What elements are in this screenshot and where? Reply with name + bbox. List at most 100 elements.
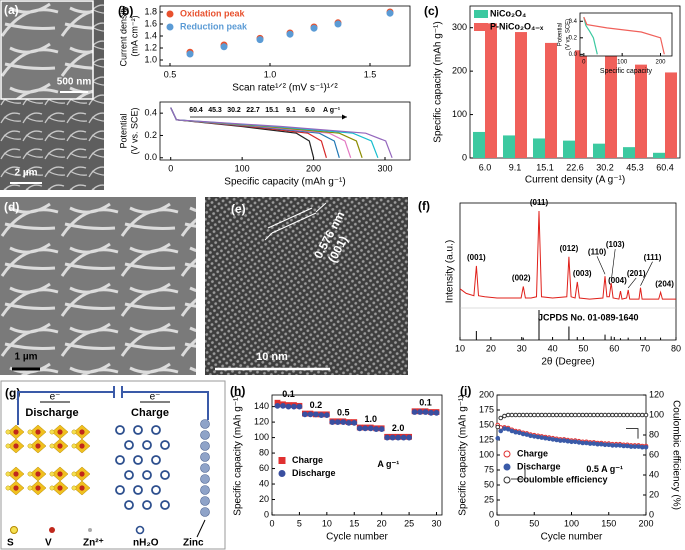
s-atom [71, 429, 77, 435]
y-tick-label: 60 [259, 463, 269, 473]
point [539, 435, 545, 440]
peak-label: (001) [467, 253, 486, 262]
x-axis-label: Specific capacity [600, 68, 653, 75]
point [643, 444, 649, 450]
diagram: (g) e⁻ e⁻ Discharge Charge S V Zn²⁺ nH₂O Zin… [0, 380, 226, 550]
x-tick-label: 300 [377, 163, 392, 173]
point [509, 428, 515, 434]
point [543, 435, 548, 441]
point [606, 442, 612, 448]
point [378, 426, 385, 432]
point [310, 24, 318, 32]
y-tick-label: 150 [479, 419, 494, 429]
point [318, 412, 325, 419]
point [531, 412, 537, 418]
v-atom [79, 443, 85, 449]
legend-symbol [49, 527, 55, 533]
x-axis-label: Current density (A g⁻¹) [525, 174, 625, 185]
zinc-atom [200, 452, 210, 462]
point [373, 426, 380, 432]
diagram-frame [0, 380, 226, 550]
legend-marker [166, 23, 174, 31]
bar [593, 143, 605, 158]
x-tick-label: 0 [582, 60, 586, 66]
s-atom [27, 471, 33, 477]
x-tick-label: 40 [548, 343, 558, 353]
point [524, 412, 530, 418]
point [569, 412, 574, 418]
point [498, 428, 504, 434]
point [550, 437, 556, 442]
v-atom [57, 471, 63, 477]
sem-image [0, 197, 196, 375]
point [256, 36, 264, 44]
zinc-atom [200, 430, 210, 440]
plot-frame [579, 12, 673, 57]
point [495, 424, 501, 430]
legend-marker [503, 476, 511, 484]
v-atom [35, 429, 41, 435]
x-axis-label: Scan rate¹ᐟ² (mV s⁻¹)¹ᐟ² [232, 82, 338, 93]
point [595, 412, 600, 418]
unit-label: A g⁻¹ [323, 107, 341, 114]
s-atom [27, 443, 33, 449]
y-axis-label: (V vs. SCE) [129, 107, 139, 154]
point [340, 419, 347, 425]
legend-label: P-NiCo₂O₄₋ₓ [490, 21, 544, 31]
y-tick-label: 0 [489, 509, 494, 519]
y-tick-label: 200 [452, 66, 467, 76]
point [334, 20, 342, 28]
legend-label: Oxidation peak [180, 8, 246, 18]
v-atom [13, 443, 19, 449]
point [351, 419, 358, 426]
y-tick-label: 120 [254, 416, 269, 426]
point [565, 412, 571, 418]
y-tick-label: 75 [484, 464, 494, 474]
s-atom [49, 443, 55, 449]
peak-label: (002) [512, 274, 531, 283]
s-atom [27, 485, 33, 491]
water-ring [160, 470, 170, 480]
arrow [315, 202, 327, 213]
point [569, 439, 574, 445]
point [535, 434, 541, 440]
point [220, 43, 228, 51]
legend-swatch [474, 23, 488, 31]
y-tick-label: 20 [259, 494, 269, 504]
point [535, 412, 541, 418]
y-tick-label: 100 [254, 432, 269, 442]
v-atom [57, 443, 63, 449]
rate-unit: A g⁻¹ [377, 459, 399, 469]
point [632, 412, 638, 418]
water-ring [151, 425, 161, 435]
point [505, 412, 511, 418]
s-atom [49, 429, 55, 435]
point [580, 440, 585, 446]
bar [473, 131, 485, 158]
point [285, 403, 292, 410]
legend-label: 15.1 [265, 107, 279, 114]
s-atom [27, 429, 33, 435]
legend-label: Discharge [517, 461, 561, 471]
y-tick-label: 1.4 [144, 30, 157, 40]
point [565, 438, 571, 444]
legend-label: V [45, 538, 52, 549]
y-tick-label: 40 [259, 478, 269, 488]
y-tick-label: 1.8 [144, 6, 157, 16]
y-tick-label: 1.6 [144, 18, 157, 28]
x-axis-label: 2θ (Degree) [541, 356, 594, 367]
chart: 0.0 0.2 0.4 0 100 200 300 Specific capacity (mA… [118, 101, 411, 187]
panel-label: (b) [118, 4, 133, 18]
legend-label: Zinc [183, 538, 204, 549]
point [572, 439, 578, 445]
sem-inset [0, 0, 94, 100]
legend-symbol [135, 525, 145, 535]
point [280, 402, 286, 409]
y-axis-label: Specific capacity (mAh g⁻¹) [433, 21, 444, 142]
x-tick-label: 50 [578, 343, 588, 353]
legend-marker [278, 457, 286, 464]
x-tick-label: 0 [269, 518, 274, 528]
x-tick-label: 150 [601, 518, 616, 528]
x-tick-label: 25 [404, 518, 414, 528]
